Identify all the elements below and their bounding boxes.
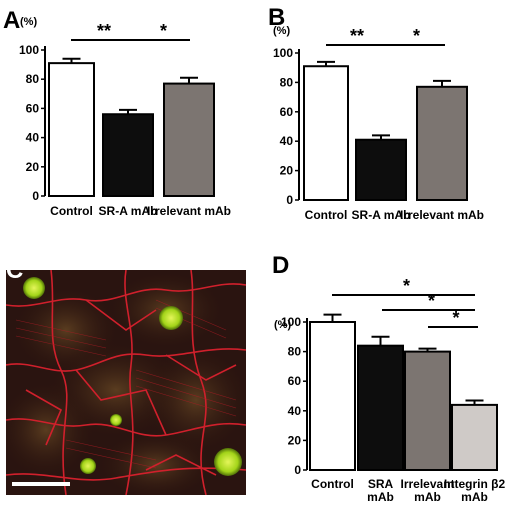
y-unit-label: (%) [20, 16, 37, 28]
significance-marker: ** [97, 21, 111, 41]
panel-label-d: D [272, 252, 289, 279]
y-tick-label: 100 [281, 315, 301, 329]
bar [102, 113, 154, 197]
y-tick-label: 0 [32, 189, 39, 203]
bar [303, 65, 349, 202]
bar [357, 344, 404, 471]
y-tick-label: 60 [280, 105, 294, 119]
x-tick-label: Control [311, 477, 354, 491]
y-tick-label: 20 [288, 433, 302, 447]
y-tick-label: 80 [26, 72, 40, 86]
stress-fibers [15, 299, 237, 469]
x-tick-label: Irrelevant [400, 477, 454, 491]
x-tick-label: mAb [367, 490, 394, 504]
x-tick-label: Integrin β2 [444, 477, 506, 491]
x-tick-label: Irrelevant mAb [147, 204, 231, 218]
y-tick-label: 40 [26, 131, 40, 145]
y-tick-label: 100 [273, 46, 293, 60]
panel-label-c: C [6, 257, 23, 284]
panel-label-b: B [268, 4, 285, 31]
y-tick-label: 0 [294, 463, 301, 477]
x-tick-label: SR-A mAb [99, 204, 158, 218]
bar [163, 82, 215, 197]
significance-marker: * [403, 276, 410, 296]
y-tick-label: 80 [288, 345, 302, 359]
fluorescent-cells [23, 277, 242, 476]
significance-marker: * [160, 21, 167, 41]
y-tick-label: 60 [288, 374, 302, 388]
y-tick-label: 40 [288, 404, 302, 418]
x-tick-label: mAb [414, 490, 441, 504]
y-tick-label: 100 [19, 43, 39, 57]
x-tick-label: Irrelevant mAb [400, 208, 484, 222]
y-tick-label: 60 [26, 101, 40, 115]
bar [355, 138, 407, 201]
y-unit-label: (%) [274, 319, 291, 331]
significance-marker: * [413, 26, 420, 46]
bar [451, 403, 498, 472]
panel-b: B(%) 0 20 40 60 80 100 Control SR-A mAbIrrelevan… [268, 4, 484, 222]
significance-marker: * [452, 308, 459, 328]
y-tick-label: 20 [26, 160, 40, 174]
micrograph-panel-c [6, 270, 246, 495]
y-tick-label: 80 [280, 75, 294, 89]
bar [48, 62, 95, 197]
panel-a: A (%) 0 20 40 60 80 100 Control SR-A mAbIrrelevan… [3, 7, 231, 218]
bar [404, 350, 451, 472]
y-tick-label: 20 [280, 164, 294, 178]
y-tick-label: 40 [280, 134, 294, 148]
scale-bar [12, 482, 70, 486]
significance-marker: * [428, 291, 435, 311]
panel-label-a: A [3, 7, 20, 34]
x-tick-label: mAb [461, 490, 488, 504]
x-tick-label: SR-A mAb [352, 208, 411, 222]
x-tick-label: Control [50, 204, 93, 218]
significance-marker: ** [350, 26, 364, 46]
micrograph-image [6, 270, 246, 495]
y-tick-label: 0 [286, 193, 293, 207]
bar [416, 85, 468, 201]
x-tick-label: Control [305, 208, 348, 222]
x-tick-label: SRA [368, 477, 394, 491]
y-unit-label: (%) [273, 25, 290, 37]
actin-network [6, 270, 246, 495]
bar [309, 321, 356, 471]
